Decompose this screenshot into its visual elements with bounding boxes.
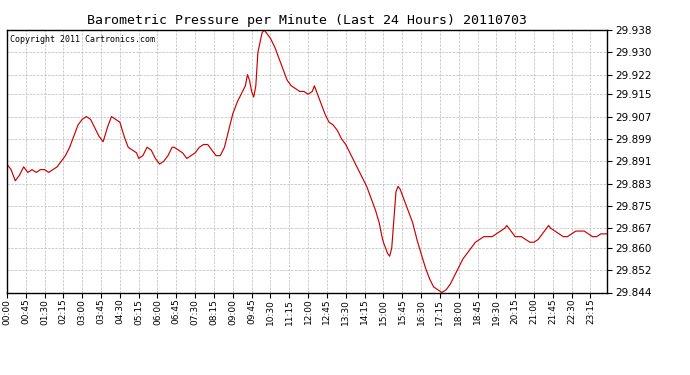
Title: Barometric Pressure per Minute (Last 24 Hours) 20110703: Barometric Pressure per Minute (Last 24 … [87, 15, 527, 27]
Text: Copyright 2011 Cartronics.com: Copyright 2011 Cartronics.com [10, 35, 155, 44]
